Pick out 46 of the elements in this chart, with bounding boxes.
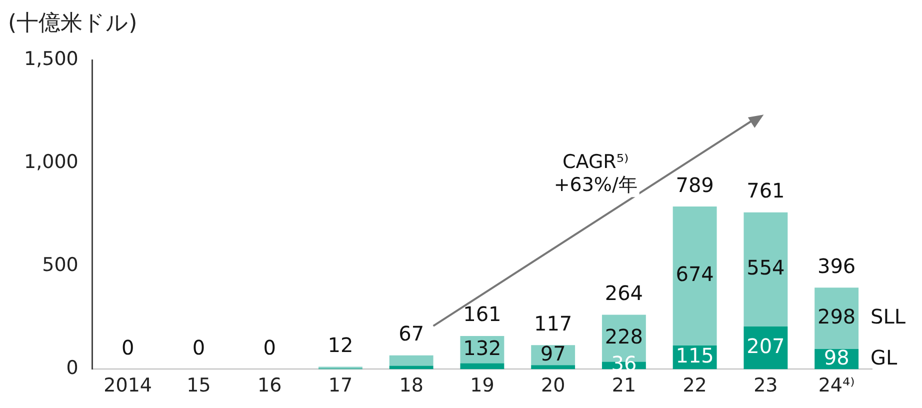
total-label: 67 bbox=[398, 322, 424, 346]
y-tick-label: 500 bbox=[42, 254, 78, 276]
x-tick-label: 21 bbox=[612, 374, 636, 397]
total-label: 161 bbox=[463, 302, 502, 326]
bar bbox=[531, 365, 576, 370]
bar bbox=[744, 212, 788, 327]
bar bbox=[389, 366, 434, 370]
x-tick-label: 18 bbox=[399, 374, 424, 397]
total-label: 396 bbox=[817, 254, 856, 278]
data-label: 674 bbox=[676, 262, 714, 286]
data-label: 298 bbox=[817, 304, 856, 328]
total-label: 789 bbox=[676, 172, 714, 197]
total-label: 264 bbox=[604, 280, 644, 305]
series-label: SLL bbox=[870, 304, 906, 328]
annotation: CAGR⁵⁾ +63%/年 bbox=[554, 151, 638, 196]
y-tick-label: 1,500 bbox=[24, 48, 78, 70]
data-label: 98 bbox=[824, 345, 850, 370]
data-label: 115 bbox=[676, 344, 714, 368]
x-tick-label: 23 bbox=[754, 374, 778, 397]
bar bbox=[460, 363, 504, 370]
total-label: 0 bbox=[121, 335, 134, 360]
data-label: 132 bbox=[463, 336, 502, 360]
total-label: 0 bbox=[263, 335, 276, 360]
x-tick-label: 24⁴⁾ bbox=[818, 374, 855, 397]
x-tick-label: 2014 bbox=[104, 374, 152, 397]
y-tick-label: 1,000 bbox=[24, 151, 78, 174]
total-label: 0 bbox=[192, 335, 206, 360]
x-tick-label: 20 bbox=[540, 374, 566, 397]
bar bbox=[814, 288, 859, 349]
total-label: 12 bbox=[328, 332, 354, 357]
data-label: 554 bbox=[746, 256, 785, 280]
x-tick-label: 16 bbox=[257, 374, 282, 397]
total-label: 117 bbox=[534, 311, 572, 336]
x-tick-label: 15 bbox=[186, 374, 211, 397]
data-label: 97 bbox=[540, 341, 566, 366]
x-tick-label: 22 bbox=[682, 374, 707, 397]
y-axis-title: (十億米ドル) bbox=[8, 10, 138, 38]
y-tick-label: 0 bbox=[66, 357, 78, 380]
bar bbox=[672, 206, 717, 346]
x-tick-label: 17 bbox=[328, 374, 353, 397]
series-label: GL bbox=[870, 345, 898, 370]
data-label: 228 bbox=[604, 324, 644, 348]
data-label: 207 bbox=[746, 334, 785, 358]
bar bbox=[389, 355, 434, 366]
x-tick-label: 19 bbox=[470, 374, 494, 397]
total-label: 761 bbox=[746, 178, 785, 203]
